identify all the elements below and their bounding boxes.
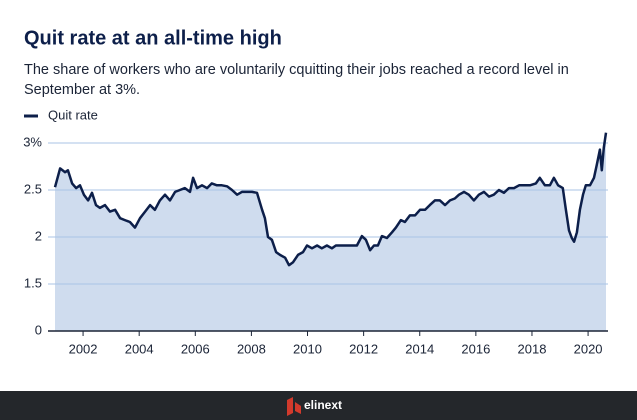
logo-icon — [287, 397, 301, 416]
chart-subtitle: The share of workers who are voluntarily… — [24, 62, 569, 98]
footer-bar — [0, 391, 637, 420]
x-tick-label: 2016 — [461, 341, 490, 356]
y-tick-label: 2 — [35, 228, 42, 243]
legend-label: Quit rate — [48, 107, 98, 122]
y-tick-label: 3% — [23, 134, 42, 149]
line — [53, 132, 608, 267]
y-tick-label: 1.5 — [24, 275, 42, 290]
chart-title: Quit rate at an all-time high — [24, 27, 282, 49]
y-tick-label: 0 — [35, 322, 42, 337]
x-tick-label: 2004 — [125, 341, 154, 356]
x-tick-label: 2008 — [237, 341, 266, 356]
x-tick-label: 2018 — [518, 341, 547, 356]
x-tick-label: 2010 — [293, 341, 322, 356]
x-tick-label: 2006 — [181, 341, 210, 356]
area — [55, 132, 606, 331]
x-tick-label: 2014 — [405, 341, 434, 356]
x-tick-label: 2002 — [69, 341, 98, 356]
x-tick-label: 2020 — [574, 341, 603, 356]
x-tick-label: 2012 — [349, 341, 378, 356]
y-tick-label: 2.5 — [24, 181, 42, 196]
footer-brand: elinext — [304, 398, 342, 412]
